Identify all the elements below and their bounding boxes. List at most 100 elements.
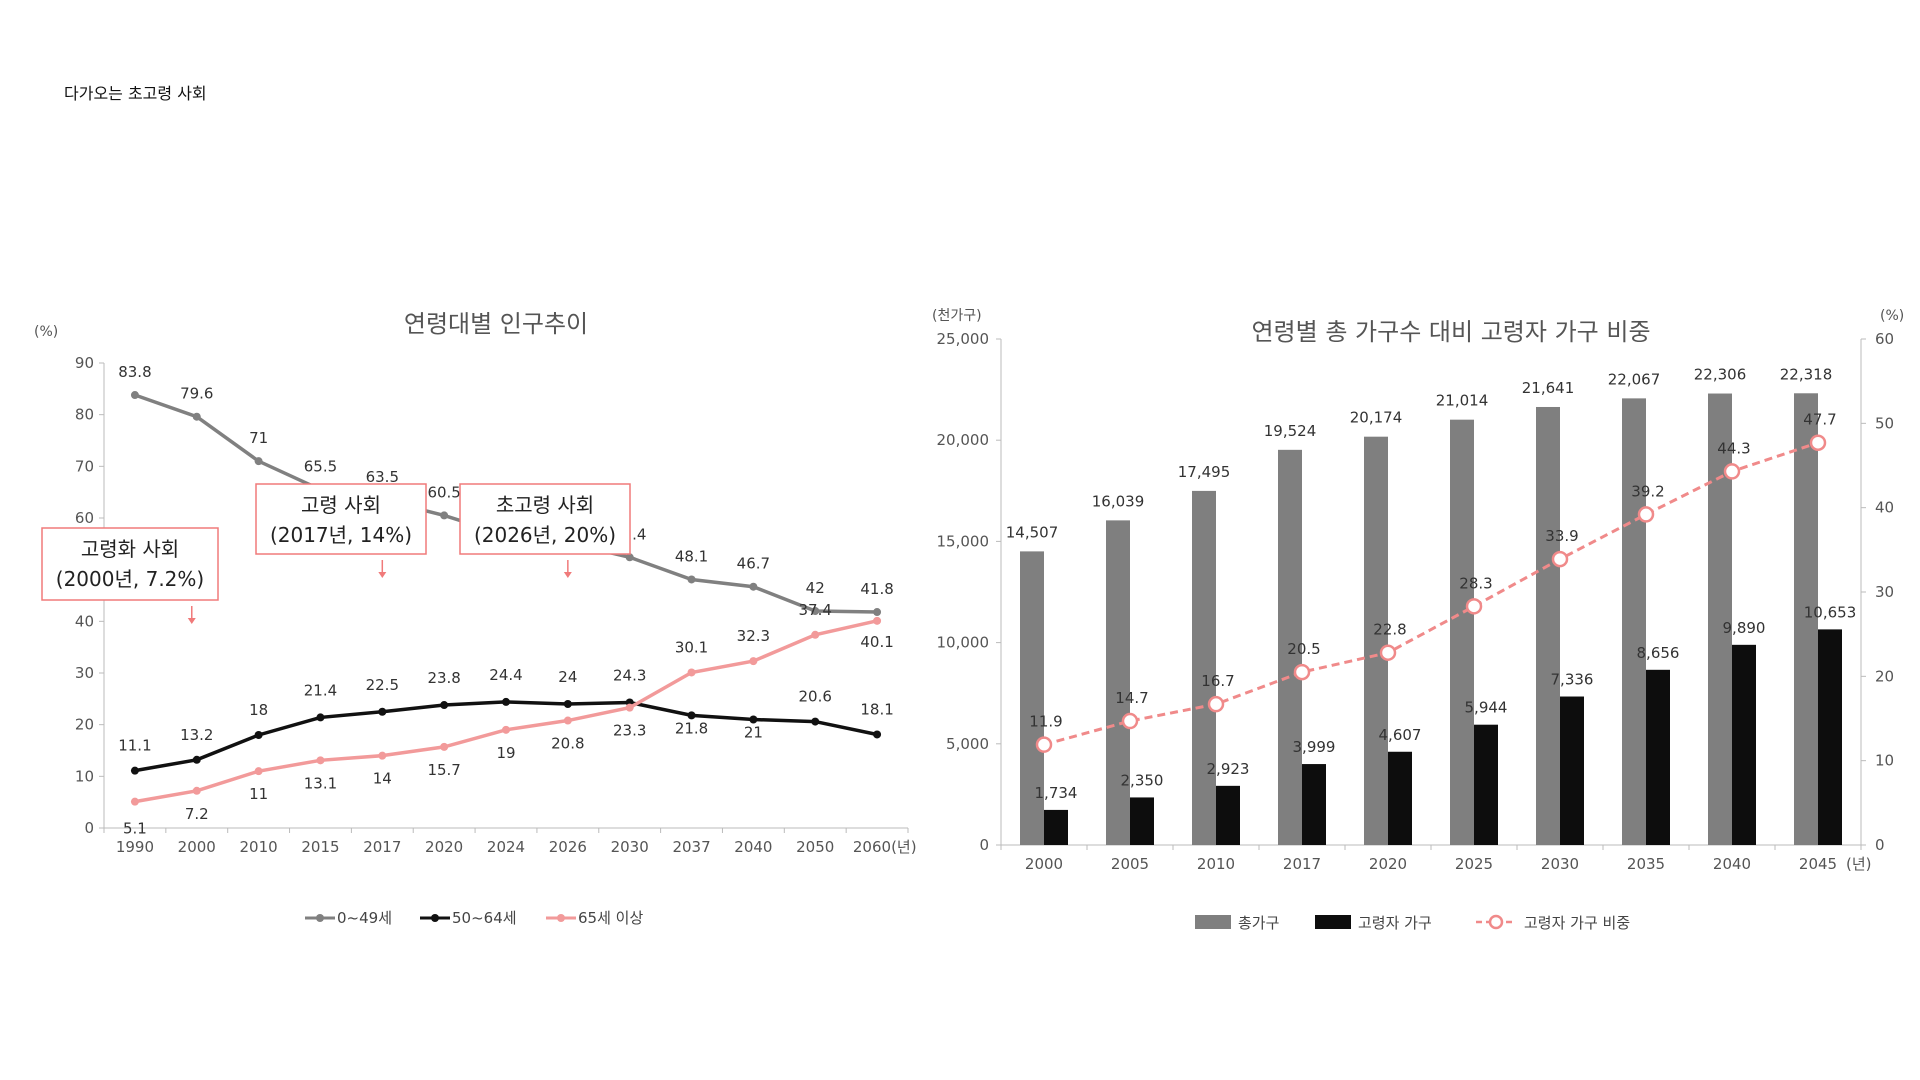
data-point xyxy=(192,786,201,795)
data-label: 24 xyxy=(558,668,577,686)
data-label: 41.8 xyxy=(860,580,893,598)
x-axis-unit: (년) xyxy=(1846,855,1872,873)
data-label-총가구: 14,507 xyxy=(1006,523,1059,541)
data-point xyxy=(687,575,696,584)
legend-label: 50~64세 xyxy=(452,909,517,927)
data-point xyxy=(316,756,325,765)
y-tick-label: 90 xyxy=(75,354,94,372)
data-label-고령자 가구: 4,607 xyxy=(1379,726,1422,744)
data-label: 13.2 xyxy=(180,726,213,744)
data-label-고령자 가구: 7,336 xyxy=(1551,671,1594,689)
data-label-총가구: 17,495 xyxy=(1178,463,1231,481)
y-right-tick-label: 10 xyxy=(1875,752,1894,770)
y-tick-label: 80 xyxy=(75,406,94,424)
y-left-tick-label: 15,000 xyxy=(937,532,990,550)
x-tick-label: 2010 xyxy=(240,838,278,856)
data-point xyxy=(378,707,387,716)
data-label-고령자 가구 비중: 47.7 xyxy=(1803,411,1836,429)
data-point xyxy=(811,717,820,726)
data-label-총가구: 21,014 xyxy=(1436,392,1489,410)
bar-총가구 xyxy=(1278,449,1302,845)
bar-고령자 가구 xyxy=(1302,764,1326,845)
annotation-title: 고령 사회 xyxy=(301,493,381,517)
data-label: 37.4 xyxy=(799,601,832,619)
ratio-point xyxy=(1809,434,1827,451)
data-point xyxy=(130,766,139,775)
milestone-annotation: 고령화 사회 (2000년, 7.2%) xyxy=(41,527,219,624)
y-right-tick-label: 30 xyxy=(1875,583,1894,601)
legend: 0~49세 50~64세 65세 이상 xyxy=(305,909,643,927)
bar-총가구 xyxy=(1364,436,1388,845)
x-tick-label: 2000 xyxy=(1025,855,1063,873)
bar-총가구 xyxy=(1020,551,1044,845)
data-label: 20.6 xyxy=(799,688,832,706)
data-point xyxy=(749,582,758,591)
data-point xyxy=(440,701,449,710)
bar-총가구 xyxy=(1794,393,1818,845)
data-label: 15.7 xyxy=(427,761,460,779)
x-tick-label: 2017 xyxy=(363,838,401,856)
data-label: 30.1 xyxy=(675,638,708,656)
data-label: 7.2 xyxy=(185,805,209,823)
ratio-point xyxy=(1379,644,1397,661)
legend-swatch-총가구 xyxy=(1195,915,1231,929)
data-label: 48.1 xyxy=(675,547,708,565)
chart-title: 연령대별 인구추이 xyxy=(404,310,588,338)
data-point xyxy=(130,391,139,400)
data-label-총가구: 22,318 xyxy=(1780,365,1833,383)
series-50~64세: 11.1 13.2 18 21.4 22.5 23.8 24.4 24 24.3 21.8 21 20… xyxy=(118,666,894,775)
x-tick-label: 2026 xyxy=(549,838,587,856)
data-label-고령자 가구: 3,999 xyxy=(1293,738,1336,756)
legend-label: 65세 이상 xyxy=(578,909,643,927)
data-label-총가구: 16,039 xyxy=(1092,492,1145,510)
data-point xyxy=(502,697,510,706)
y-axis-unit: (%) xyxy=(34,324,58,340)
x-tick-label: 2015 xyxy=(301,838,339,856)
data-point xyxy=(254,767,263,776)
data-point xyxy=(625,553,634,562)
data-point xyxy=(873,616,882,625)
data-point xyxy=(378,751,387,760)
x-tick-label: 2030 xyxy=(1541,855,1579,873)
household-ratio-chart: 연령별 총 가구수 대비 고령자 가구 비중 (천가구) (%) 0 5,000 10,0… xyxy=(932,308,1904,932)
data-label: 24.3 xyxy=(613,666,646,684)
annotation-arrowhead xyxy=(378,572,387,578)
data-label: 5.1 xyxy=(123,820,147,838)
annotation-arrowhead xyxy=(563,572,572,578)
data-label-고령자 가구 비중: 33.9 xyxy=(1545,527,1578,545)
data-label: 11 xyxy=(249,785,268,803)
y-left-axis-unit: (천가구) xyxy=(932,308,982,324)
data-point xyxy=(687,711,696,720)
data-label-총가구: 21,641 xyxy=(1522,379,1575,397)
ratio-point xyxy=(1121,712,1139,730)
y-right-axis-unit: (%) xyxy=(1880,308,1904,324)
data-label: 46.7 xyxy=(737,555,770,573)
data-label: 42 xyxy=(806,579,825,597)
data-label: 22.5 xyxy=(366,676,399,694)
legend-swatch-marker xyxy=(1488,914,1504,930)
data-label: 14 xyxy=(373,770,392,788)
bar-고령자 가구 xyxy=(1130,797,1154,845)
y-tick-label: 0 xyxy=(84,819,94,837)
series-고령자 가구 비중: 11.9 14.7 16.7 20.5 22.8 28.3 33.9 39.2 44.3 47.7 xyxy=(1029,411,1837,753)
y-tick-label: 70 xyxy=(75,457,94,475)
data-label-고령자 가구 비중: 14.7 xyxy=(1115,689,1148,707)
annotation-box xyxy=(459,483,631,555)
data-label: 23.3 xyxy=(613,722,646,740)
data-label: 21.4 xyxy=(304,681,337,699)
data-point xyxy=(254,457,263,466)
data-point xyxy=(440,742,449,751)
annotation-box xyxy=(41,527,219,601)
x-tick-label: 2040 xyxy=(1713,855,1751,873)
data-label: 19 xyxy=(496,744,515,762)
bar-고령자 가구 xyxy=(1818,629,1842,845)
y-left-tick-label: 10,000 xyxy=(937,634,990,652)
x-tick-label: 2025 xyxy=(1455,855,1493,873)
data-label: 71 xyxy=(249,429,268,447)
legend-label: 고령자 가구 비중 xyxy=(1524,914,1630,932)
x-tick-label: 1990 xyxy=(116,838,154,856)
bar-고령자 가구 xyxy=(1216,785,1240,845)
data-label-고령자 가구: 5,944 xyxy=(1465,699,1508,717)
data-label-고령자 가구: 2,350 xyxy=(1121,771,1164,789)
series-line-65세 이상 xyxy=(134,619,878,804)
